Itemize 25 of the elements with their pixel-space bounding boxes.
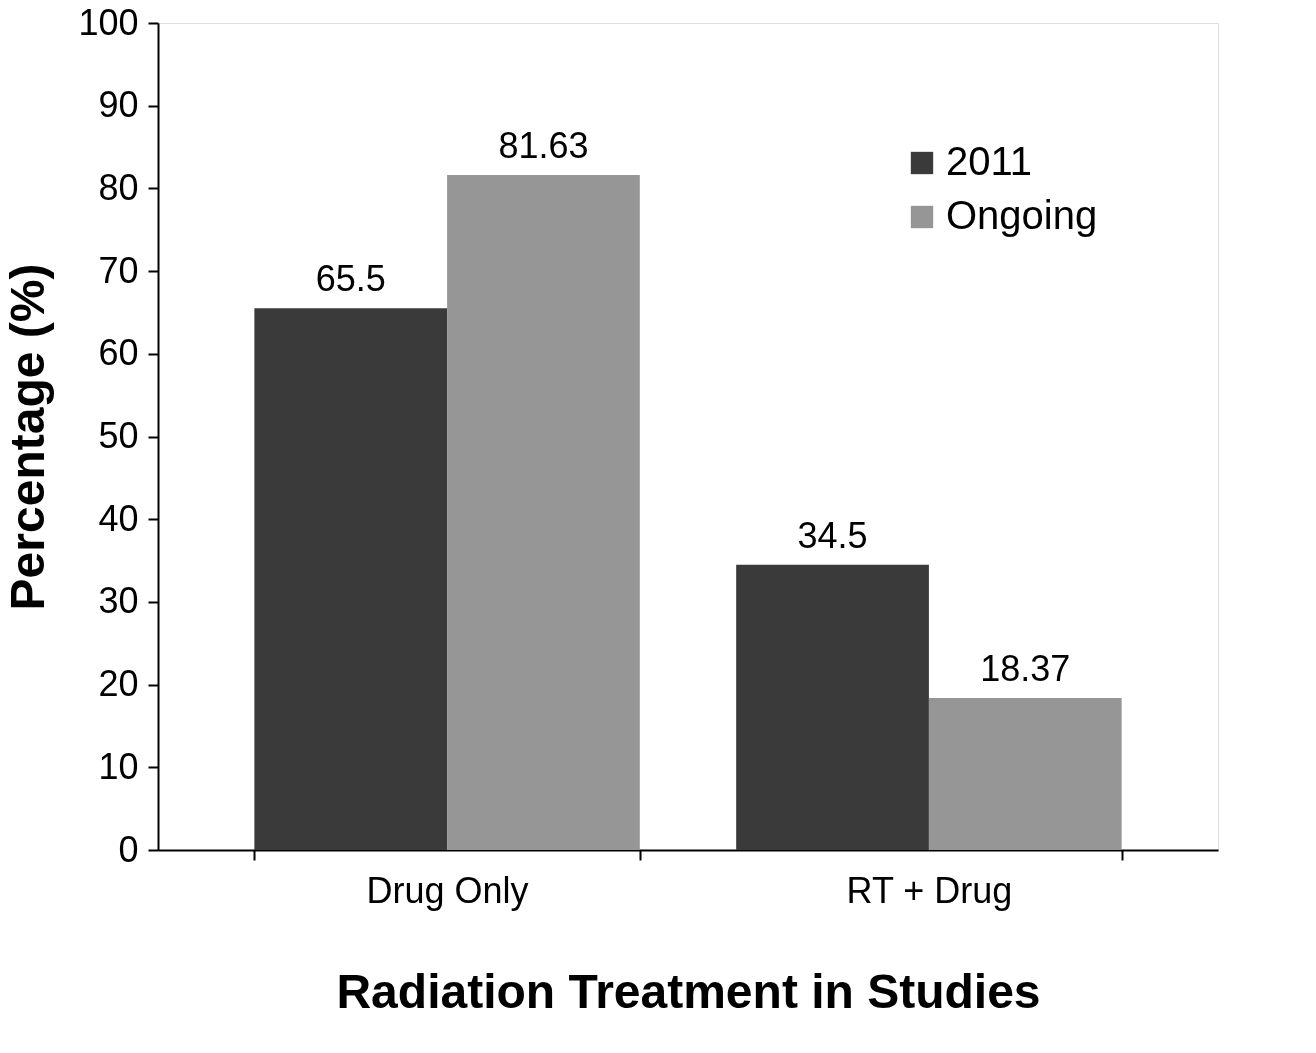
legend-label: Ongoing [946,193,1098,237]
y-tick-label: 20 [98,663,139,705]
x-tick-label: RT + Drug [846,869,1013,911]
y-tick-label: 80 [98,166,139,208]
x-axis-title: Radiation Treatment in Studies [336,964,1041,1018]
bar [928,698,1122,850]
y-tick-label: 40 [98,497,139,539]
data-label: 18.37 [980,648,1071,690]
x-tick-label: Drug Only [366,869,529,911]
data-label: 65.5 [315,258,386,300]
y-tick-label: 30 [98,580,139,622]
y-tick-label: 60 [98,332,139,374]
data-label: 81.63 [498,124,589,166]
y-tick-label: 70 [98,249,139,291]
bar [447,174,640,850]
y-tick-label: 100 [78,1,139,43]
bar [736,564,929,850]
y-tick-label: 10 [98,745,139,787]
y-tick-label: 90 [98,84,139,126]
data-label: 34.5 [797,514,868,556]
legend-label: 2011 [946,139,1033,183]
y-tick-label: 50 [98,415,139,456]
bar [254,308,448,850]
y-tick-label: 0 [118,828,139,870]
y-axis-title: Percentage (%) [1,263,55,611]
